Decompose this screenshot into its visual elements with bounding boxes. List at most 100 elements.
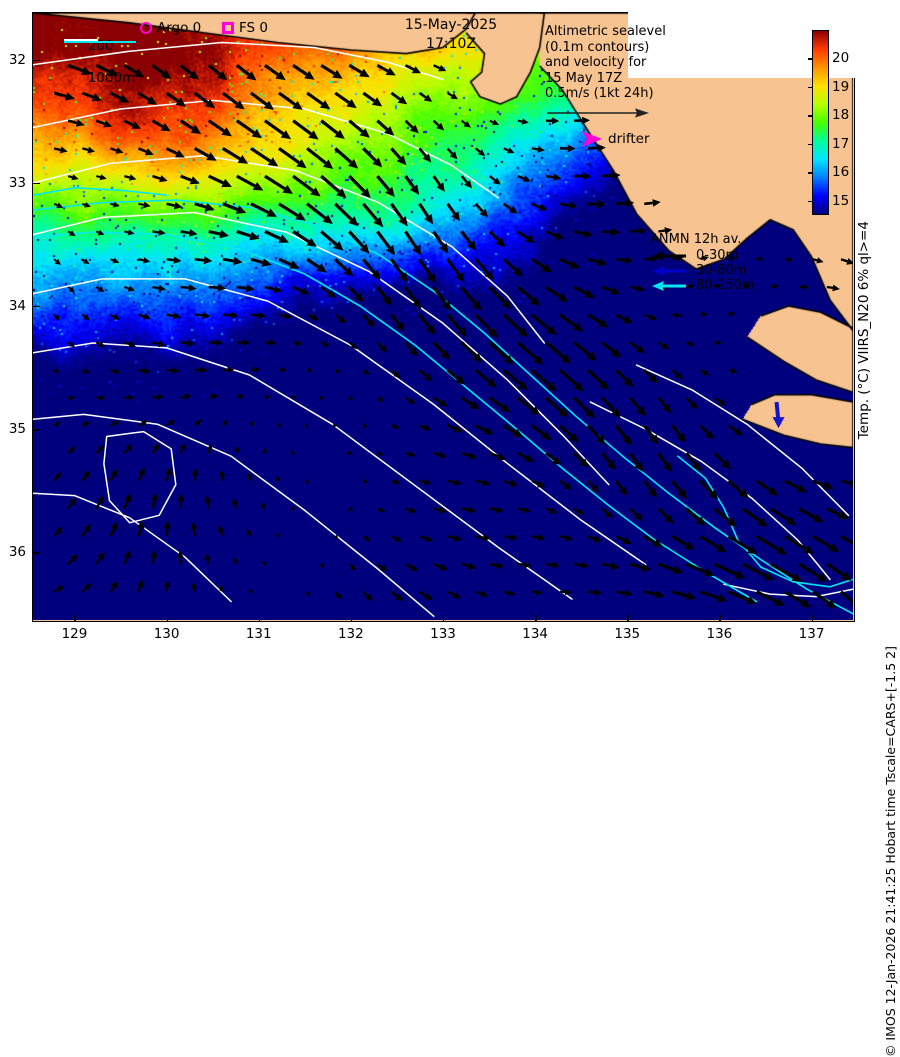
velocity-arrow [82, 422, 90, 427]
date-label: 15-May-2025 [386, 16, 516, 35]
velocity-arrow [181, 176, 200, 184]
velocity-arrow [518, 175, 531, 182]
legend-argo[interactable]: Argo 0 [140, 20, 201, 36]
velocity-arrow [96, 395, 105, 401]
velocity-arrow [602, 509, 613, 518]
velocity-arrow [150, 550, 157, 565]
velocity-arrow [588, 589, 602, 596]
velocity-arrow [391, 592, 403, 601]
velocity-arrow [209, 176, 232, 187]
velocity-arrow [434, 65, 447, 71]
velocity-arrow [504, 480, 519, 487]
velocity-arrow [307, 148, 333, 169]
velocity-arrow [827, 285, 840, 292]
velocity-arrow [139, 368, 151, 375]
velocity-arrow [167, 420, 176, 426]
velocity-arrow [546, 174, 561, 181]
velocity-arrow [672, 592, 696, 601]
map-canvas[interactable] [32, 12, 855, 622]
velocity-arrow [181, 65, 199, 80]
velocity-arrow [209, 230, 229, 238]
velocity-arrow [209, 284, 227, 292]
velocity-arrow [434, 287, 452, 311]
velocity-arrow [251, 312, 266, 319]
altimetry-line-5: 0.5m/s (1kt 24h) [545, 86, 666, 102]
velocity-arrow [757, 536, 787, 554]
velocity-arrow [222, 420, 228, 426]
velocity-arrow [841, 592, 853, 609]
velocity-arrow [729, 426, 744, 436]
velocity-arrow [518, 342, 544, 365]
velocity-arrow [192, 468, 199, 481]
velocity-arrow [377, 507, 385, 512]
velocity-arrow [391, 259, 408, 283]
velocity-arrow [321, 65, 343, 78]
velocity-arrow [490, 562, 504, 569]
x-tick [259, 615, 260, 622]
overlay-vectors [33, 13, 853, 620]
velocity-arrow [139, 313, 152, 320]
credit-text: © IMOS 12-Jan-2026 21:41:25 Hobart time … [883, 646, 898, 1057]
velocity-arrow [54, 526, 63, 536]
velocity-arrow [602, 171, 620, 179]
velocity-arrow [363, 148, 382, 167]
velocity-arrow [729, 312, 736, 317]
velocity-arrow [277, 422, 281, 427]
velocity-arrow [771, 509, 797, 526]
velocity-arrow [490, 120, 499, 126]
altimetry-note: Altimetric sealevel (0.1m contours) and … [545, 24, 666, 102]
velocity-arrow [490, 232, 506, 248]
velocity-arrow [757, 257, 764, 262]
velocity-arrow [277, 476, 282, 482]
velocity-arrow [307, 368, 313, 373]
anmn-label-0-30m: 0-30m [696, 248, 738, 263]
velocity-arrow [124, 493, 131, 508]
velocity-arrow [462, 287, 482, 311]
velocity-arrow [448, 479, 462, 486]
velocity-arrow [96, 286, 104, 292]
velocity-arrow [490, 176, 501, 185]
velocity-arrow [220, 585, 225, 592]
x-tick-label: 131 [246, 626, 272, 642]
velocity-arrow [110, 581, 118, 592]
velocity-arrow [574, 287, 595, 298]
velocity-arrow [406, 121, 419, 134]
velocity-arrow [279, 148, 307, 168]
y-tick-label: 33 [0, 175, 26, 191]
velocity-arrow [377, 232, 395, 256]
velocity-arrow [616, 315, 633, 324]
velocity-arrow [279, 367, 287, 372]
velocity-arrow [249, 589, 254, 594]
velocity-arrow [644, 590, 664, 598]
velocity-arrow [406, 507, 417, 513]
velocity-arrow [448, 315, 467, 338]
velocity-arrow [349, 121, 370, 138]
velocity-arrow [518, 232, 535, 244]
velocity-arrow [434, 452, 447, 459]
velocity-arrow [602, 398, 621, 418]
velocity-arrow [181, 121, 202, 134]
y-tick-label: 36 [0, 544, 26, 560]
velocity-arrow [841, 479, 853, 487]
velocity-arrow [363, 93, 382, 107]
drifter-arrow-icon [578, 130, 604, 148]
velocity-arrow [630, 453, 643, 472]
legend-fs[interactable]: FS 0 [222, 20, 268, 36]
velocity-arrow [293, 121, 319, 140]
velocity-arrow [261, 502, 266, 509]
velocity-arrow [54, 147, 68, 154]
velocity-scale-arrow-icon [545, 105, 655, 121]
velocity-arrow [462, 121, 471, 128]
velocity-arrow [307, 314, 319, 320]
velocity-arrow [124, 341, 135, 347]
velocity-arrow [672, 312, 681, 318]
velocity-arrow [218, 525, 224, 536]
velocity-arrow [588, 315, 608, 328]
velocity-arrow [363, 479, 369, 484]
velocity-arrow [588, 370, 609, 390]
sealevel-contour [33, 414, 434, 616]
x-tick [812, 615, 813, 622]
velocity-arrow [532, 534, 545, 541]
y-tick-label: 35 [0, 421, 26, 437]
velocity-arrow [560, 426, 579, 443]
